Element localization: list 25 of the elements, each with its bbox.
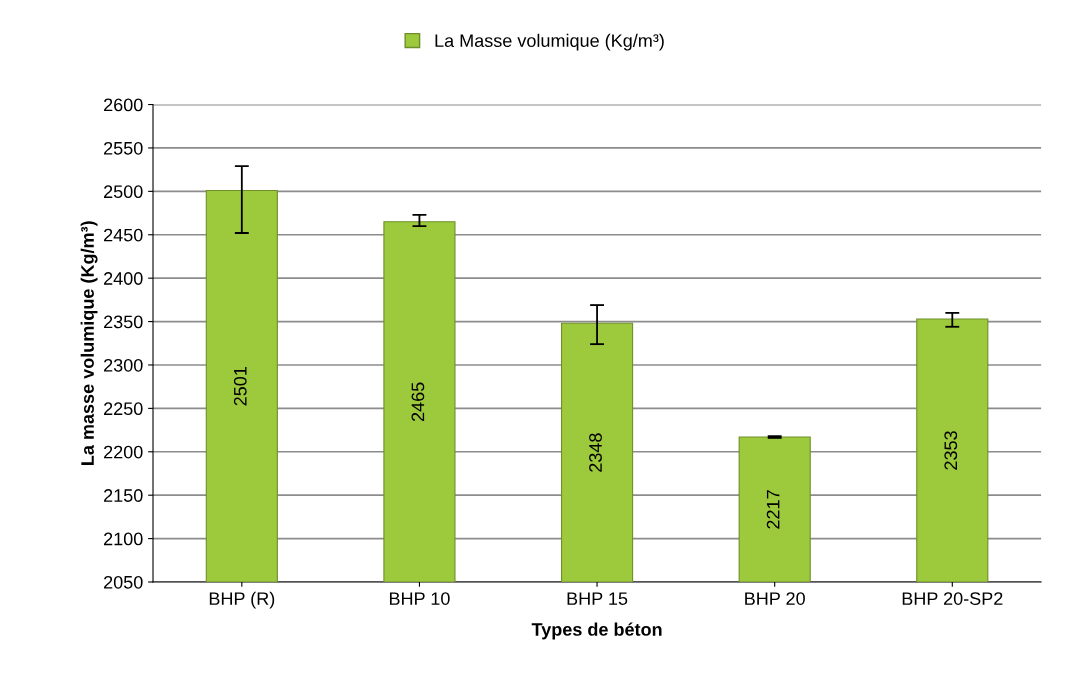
x-axis-title: Types de béton [531,622,662,640]
x-tick-label: BHP 20-SP2 [902,592,1003,605]
y-axis-title: La masse volumique (Kg/m³) [80,221,98,465]
y-tick-label: 2050 [104,575,143,589]
x-tick-label: BHP (R) [209,591,275,609]
y-tick-label: 2500 [104,185,143,199]
y-tick-label: 2400 [104,272,143,285]
x-tick-label: BHP 20 [745,592,805,605]
y-tick-label: 2300 [104,358,143,372]
y-tick-label: 2200 [104,445,143,459]
data-label: 2353 [944,431,958,470]
x-tick-label: BHP 10 [389,592,450,605]
x-tick-label: BHP 15 [567,592,628,605]
data-label: 2217 [766,490,780,529]
legend-label: La Masse volumique (Kg/m³) [435,33,664,51]
data-label: 2465 [411,382,425,422]
y-tick-label: 2600 [104,98,143,112]
data-label: 2501 [233,367,247,406]
y-tick-label: 2450 [104,228,143,242]
y-tick-label: 2150 [104,489,143,502]
y-tick-label: 2550 [104,141,143,155]
data-label: 2348 [589,433,602,472]
y-tick-label: 2350 [104,315,143,329]
y-tick-label: 2250 [104,402,143,416]
y-tick-label: 2100 [104,532,143,546]
